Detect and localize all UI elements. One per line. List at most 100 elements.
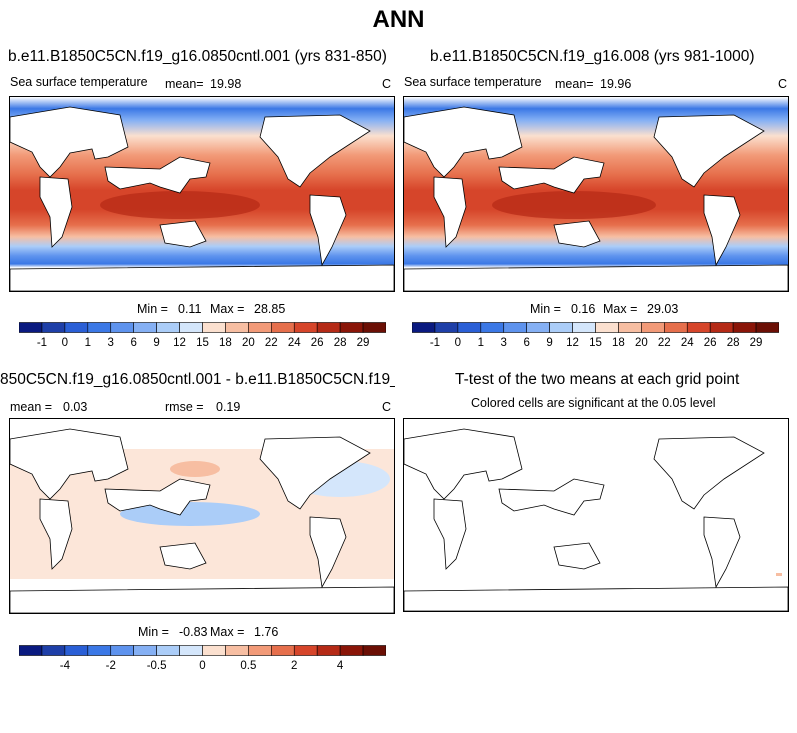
control-colorbar-tick-label: 22 <box>264 337 278 349</box>
difference-colorbar-tick-label: -4 <box>59 660 70 672</box>
difference-map-panel <box>9 418 395 614</box>
test-colorbar-swatch <box>412 322 436 333</box>
ttest-subtitle: Colored cells are significant at the 0.0… <box>471 396 716 410</box>
control-map-panel <box>9 96 395 292</box>
test-colorbar-tick-label: -1 <box>429 337 441 349</box>
test-colorbar-tick-label: 3 <box>500 337 507 349</box>
control-colorbar-swatch <box>110 322 134 333</box>
difference-colorbar-svg <box>19 645 386 656</box>
test-colorbar-tick-label: 12 <box>566 337 579 349</box>
difference-colorbar-swatch <box>41 645 66 656</box>
difference-colorbar-swatch <box>179 645 203 656</box>
test-max-value: 29.03 <box>647 302 679 316</box>
control-colorbar-tick-label: 15 <box>196 337 209 349</box>
test-colorbar-tick-label: 22 <box>657 337 671 349</box>
test-colorbar-swatch <box>686 322 711 333</box>
difference-colorbar-swatch <box>87 645 112 656</box>
control-colorbar-swatch <box>179 322 203 333</box>
test-colorbar-swatch <box>618 322 642 333</box>
control-colorbar-swatch <box>19 322 43 333</box>
test-colorbar-tick-label: 18 <box>612 337 625 349</box>
control-mean-value: 19.98 <box>210 77 242 91</box>
difference-colorbar-swatch <box>19 645 43 656</box>
test-colorbar-swatch <box>480 322 505 333</box>
figure-title: ANN <box>372 6 425 33</box>
control-colorbar-swatch <box>225 322 249 333</box>
test-colorbar-svg <box>412 322 779 333</box>
difference-case-title: 850C5CN.f19_g16.0850cntl.001 - b.e11.B18… <box>0 371 395 388</box>
control-colorbar-swatch <box>156 322 180 333</box>
control-case-title: b.e11.B1850C5CN.f19_g16.0850cntl.001 (yr… <box>8 48 387 65</box>
control-mean-label: mean= <box>165 77 204 91</box>
test-colorbar-swatch <box>434 322 459 333</box>
control-colorbar-tick-label: 0 <box>61 337 69 349</box>
test-colorbar-swatch <box>503 322 527 333</box>
control-colorbar-swatch <box>316 322 341 333</box>
difference-positive-anomaly <box>170 461 220 477</box>
control-colorbar-swatch <box>202 322 226 333</box>
difference-units: C <box>382 400 392 414</box>
test-colorbar-swatch <box>664 322 688 333</box>
test-colorbar-swatch <box>572 322 596 333</box>
difference-colorbar-tick-label: 4 <box>336 660 344 672</box>
difference-colorbar-swatch <box>339 645 364 656</box>
control-colorbar-tick-label: 20 <box>241 337 255 349</box>
test-mean-value: 19.96 <box>600 77 632 91</box>
control-colorbar-tick-label: 1 <box>84 337 92 349</box>
ttest-title: T-test of the two means at each grid poi… <box>455 371 740 388</box>
difference-mean-value: 0.03 <box>63 400 88 414</box>
test-colorbar-tick-label: 20 <box>634 337 648 349</box>
difference-map-svg <box>10 419 394 613</box>
test-colorbar-swatch <box>732 322 757 333</box>
difference-colorbar-swatch <box>316 645 341 656</box>
control-colorbar-swatch <box>271 322 295 333</box>
test-case-title: b.e11.B1850C5CN.f19_g16.008 (yrs 981-100… <box>430 48 755 65</box>
control-colorbar-tick-label: 24 <box>287 337 301 349</box>
test-max-label: Max = <box>603 302 638 316</box>
difference-colorbar-tick-label: 0 <box>199 660 206 672</box>
test-colorbar-tick-label: 0 <box>454 337 462 349</box>
test-continents <box>404 106 788 291</box>
test-colorbar-swatch <box>526 322 550 333</box>
test-variable-label: Sea surface temperature <box>404 75 542 89</box>
control-colorbar-swatch <box>248 322 272 333</box>
ttest-significant-cell <box>776 573 782 576</box>
ttest-map-svg <box>404 419 788 611</box>
test-colorbar-swatch <box>595 322 619 333</box>
control-colorbar-swatch <box>293 322 318 333</box>
control-colorbar-tick-label: 9 <box>153 337 160 349</box>
difference-mean-label: mean = <box>10 400 53 414</box>
test-colorbar-tick-label: 1 <box>477 337 485 349</box>
difference-colorbar-swatch <box>271 645 295 656</box>
difference-rmse-value: 0.19 <box>216 400 241 414</box>
control-min-label: Min = <box>137 302 168 316</box>
difference-max-label: Max = <box>210 625 245 639</box>
difference-colorbar-swatch <box>202 645 226 656</box>
control-colorbar-swatch <box>133 322 157 333</box>
control-colorbar-tick-label: 18 <box>219 337 232 349</box>
test-min-value: 0.16 <box>571 302 596 316</box>
test-colorbar-swatch <box>457 322 482 333</box>
control-warm-pool <box>100 191 260 219</box>
control-colorbar-tick-label: 28 <box>333 337 347 349</box>
control-variable-label: Sea surface temperature <box>10 75 148 89</box>
control-colorbar-tick-label: -1 <box>36 337 48 349</box>
test-colorbar-swatch <box>709 322 734 333</box>
difference-colorbar-tick-label: -2 <box>105 660 116 672</box>
difference-continents <box>10 428 394 613</box>
control-max-label: Max = <box>210 302 245 316</box>
test-units: C <box>778 77 788 91</box>
test-colorbar-swatch <box>641 322 665 333</box>
difference-colorbar-swatch <box>293 645 318 656</box>
test-colorbar: -1 0 1 3 6 9 12 15 18 20 22 24 26 28 29 <box>412 322 779 358</box>
control-map-svg <box>10 97 394 291</box>
difference-colorbar-tick-label: 0.5 <box>240 660 257 672</box>
test-colorbar-tick-label: 29 <box>749 337 763 349</box>
test-map-panel <box>403 96 789 292</box>
difference-colorbar-tick-label: -0.5 <box>146 660 167 672</box>
test-colorbar-tick-label: 28 <box>726 337 740 349</box>
control-max-value: 28.85 <box>254 302 286 316</box>
difference-min-value: -0.83 <box>179 625 208 639</box>
control-units: C <box>382 77 392 91</box>
test-map-svg <box>404 97 788 291</box>
